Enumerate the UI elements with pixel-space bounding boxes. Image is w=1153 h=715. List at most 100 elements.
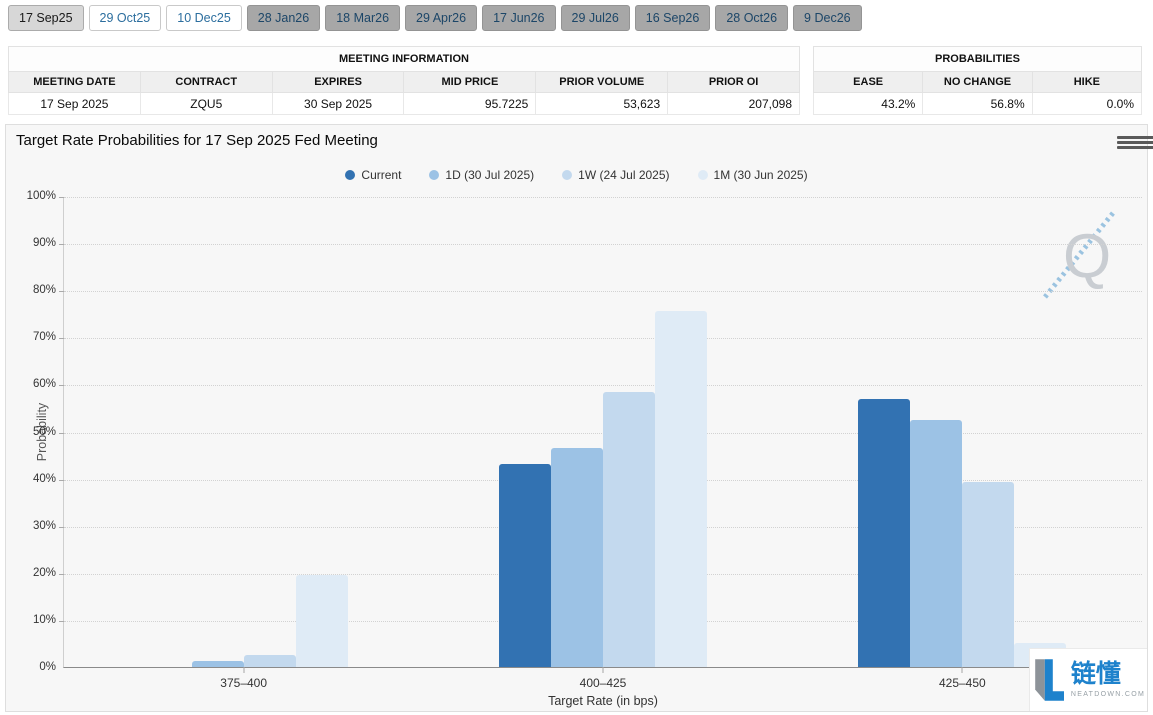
bar-current-425-450 [858,399,911,667]
probabilities-table: PROBABILITIES EASE NO CHANGE HIKE 43.2% 56.… [812,46,1143,115]
y-tick-mark [59,291,64,293]
chart-title: Target Rate Probabilities for 17 Sep 202… [16,132,378,149]
legend-item-1w-24-jul-2025[interactable]: 1W (24 Jul 2025) [562,168,670,182]
meeting-info-value-prior-volume: 53,623 [535,92,669,115]
bar-current-400-425 [499,463,551,667]
y-tick-label-20: 20% [32,566,56,579]
x-tick-mark [602,667,604,673]
y-tick-mark [59,573,64,575]
tab-28-jan26[interactable]: 28 Jan26 [246,5,321,31]
gridline-90 [64,244,1142,246]
probabilities-value-hike: 0.0% [1031,92,1143,115]
y-tick-label-50: 50% [32,425,56,438]
neatdown-logo-domain-text: NEATDOWN.COM [1070,691,1146,698]
bar-1d-30-jul-2025-400-425 [551,447,603,667]
gridline-60 [64,385,1142,387]
probabilities-row: 43.2% 56.8% 0.0% [812,92,1143,115]
tab-29-apr26[interactable]: 29 Apr26 [405,5,478,31]
chart-legend: Current 1D (30 Jul 2025) 1W (24 Jul 2025) 1… [6,168,1147,182]
x-tick-mark [961,667,963,673]
y-tick-mark [59,244,64,246]
y-tick-mark [59,620,64,622]
x-category-label-425-450: 425–450 [938,676,986,690]
neatdown-logo: 链懂 NEATDOWN.COM [1029,648,1147,711]
tab-17-sep25[interactable]: 17 Sep25 [8,5,84,31]
meeting-tab-bar: 17 Sep25 29 Oct25 10 Dec25 28 Jan26 18 Mar26… [8,5,862,31]
meeting-info-value-mid-price: 95.7225 [403,92,537,115]
y-tick-mark [59,479,64,481]
chart-panel: Target Rate Probabilities for 17 Sep 202… [5,124,1153,712]
legend-dot-1d-30-jul-2025 [429,170,440,180]
meeting-info-header-prior-oi: PRIOR OI [667,71,800,93]
probabilities-title: PROBABILITIES [813,46,1142,72]
meeting-info-header-expires: EXPIRES [271,71,405,93]
chart-menu-icon[interactable] [1117,136,1153,151]
tab-17-jun26[interactable]: 17 Jun26 [482,5,556,31]
y-tick-label-70: 70% [32,331,56,344]
probabilities-header-ease: EASE [812,71,924,93]
y-tick-mark [59,526,64,528]
meeting-information-table: MEETING INFORMATION MEETING DATE CONTRACT… [8,46,800,115]
y-tick-mark [59,385,64,387]
y-tick-label-100: 100% [26,190,56,202]
bar-group-400-425 [499,310,707,667]
meeting-info-header-meeting-date: MEETING DATE [8,71,141,93]
bar-1m-30-jun-2025-375-400 [295,575,348,667]
legend-dot-current [345,170,356,180]
meeting-info-header-prior-volume: PRIOR VOLUME [535,71,669,93]
x-tick-mark [243,667,245,673]
tab-28-oct26[interactable]: 28 Oct26 [715,5,789,31]
x-category-label-400-425: 400–425 [579,676,627,690]
meeting-info-value-meeting-date: 17 Sep 2025 [8,92,141,115]
y-tick-label-90: 90% [32,237,56,250]
bar-1m-30-jun-2025-400-425 [655,310,707,667]
y-tick-mark [59,197,64,198]
legend-dot-1m-30-jun-2025 [697,170,708,180]
legend-label: 1W (24 Jul 2025) [578,168,670,182]
bar-1d-30-jul-2025-375-400 [191,661,244,667]
plot-area: Probability Target Rate (in bps) 0% 10% 20… [27,190,1142,708]
meeting-info-header-contract: CONTRACT [139,71,273,93]
gridline-100 [64,197,1142,198]
bar-1w-24-jul-2025-400-425 [603,392,655,667]
tab-9-dec26[interactable]: 9 Dec26 [793,5,862,31]
tab-29-oct25[interactable]: 29 Oct25 [88,5,162,31]
meeting-info-value-expires: 30 Sep 2025 [271,92,405,115]
legend-dot-1w-24-jul-2025 [562,170,573,180]
legend-item-1m-30-jun-2025[interactable]: 1M (30 Jun 2025) [697,168,808,182]
meeting-info-header-mid-price: MID PRICE [403,71,537,93]
tab-29-jul26[interactable]: 29 Jul26 [560,5,630,31]
y-tick-label-30: 30% [32,519,56,532]
bar-1w-24-jul-2025-375-400 [243,655,296,667]
y-tick-mark [59,338,64,340]
bar-1w-24-jul-2025-425-450 [962,482,1015,667]
meeting-information-title: MEETING INFORMATION [8,46,800,72]
tab-16-sep26[interactable]: 16 Sep26 [634,5,711,31]
tab-10-dec25[interactable]: 10 Dec25 [166,5,242,31]
gridline-80 [64,291,1142,293]
x-axis-title: Target Rate (in bps) [548,694,658,708]
info-tables: MEETING INFORMATION MEETING DATE CONTRACT… [8,46,1143,115]
legend-label: Current [361,168,402,182]
bar-group-375-400 [140,575,348,667]
tab-18-mar26[interactable]: 18 Mar26 [325,5,401,31]
x-category-label-375-400: 375–400 [220,676,268,690]
legend-label: 1D (30 Jul 2025) [445,168,535,182]
meeting-information-row: 17 Sep 2025 ZQU5 30 Sep 2025 95.7225 53,623 2… [8,92,800,115]
probabilities-header-no-change: NO CHANGE [922,71,1033,93]
meeting-info-value-prior-oi: 207,098 [667,92,800,115]
legend-label: 1M (30 Jun 2025) [713,168,808,182]
bar-1d-30-jul-2025-425-450 [910,419,963,667]
gridline-70 [64,338,1142,340]
probabilities-value-no-change: 56.8% [922,92,1033,115]
legend-item-1d-30-jul-2025[interactable]: 1D (30 Jul 2025) [429,168,534,182]
y-tick-label-0: 0% [39,661,56,673]
y-tick-label-80: 80% [32,284,56,297]
y-tick-mark [59,432,64,434]
meeting-info-value-contract: ZQU5 [139,92,273,115]
bar-group-425-450 [858,399,1067,667]
y-tick-label-60: 60% [32,378,56,391]
legend-item-current[interactable]: Current [345,168,401,182]
neatdown-logo-cn-text: 链懂 [1070,660,1121,688]
y-tick-label-40: 40% [32,472,56,485]
